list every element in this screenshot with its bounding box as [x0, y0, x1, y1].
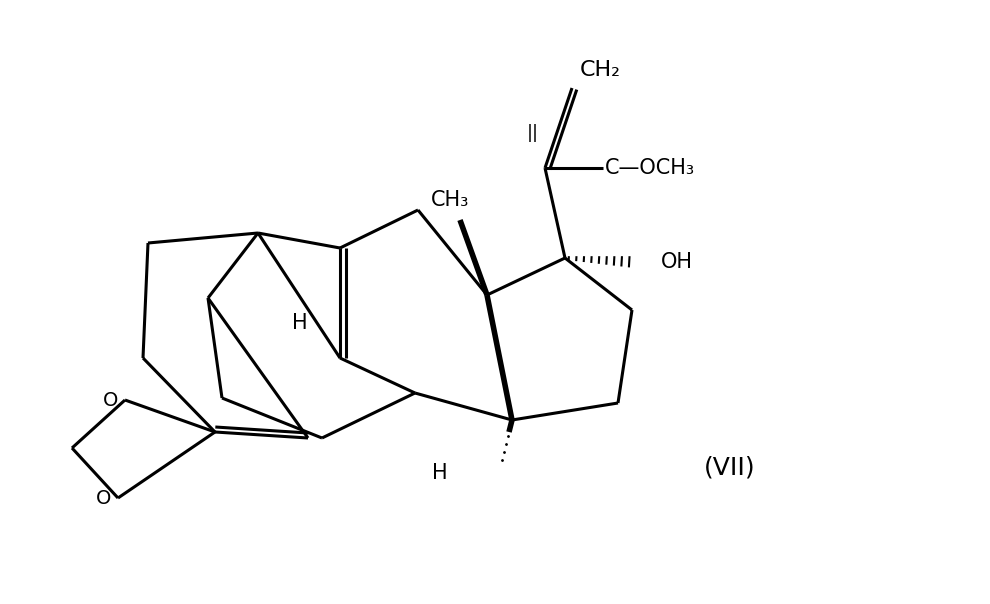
Text: O: O — [96, 489, 112, 507]
Text: (VII): (VII) — [704, 456, 755, 480]
Text: OH: OH — [661, 252, 693, 272]
Text: O: O — [103, 391, 119, 410]
Text: H: H — [292, 313, 308, 333]
Text: ||: || — [527, 124, 539, 142]
Text: CH₃: CH₃ — [431, 190, 469, 210]
Text: C—OCH₃: C—OCH₃ — [605, 158, 695, 178]
Text: H: H — [433, 463, 447, 483]
Text: CH₂: CH₂ — [580, 60, 621, 80]
